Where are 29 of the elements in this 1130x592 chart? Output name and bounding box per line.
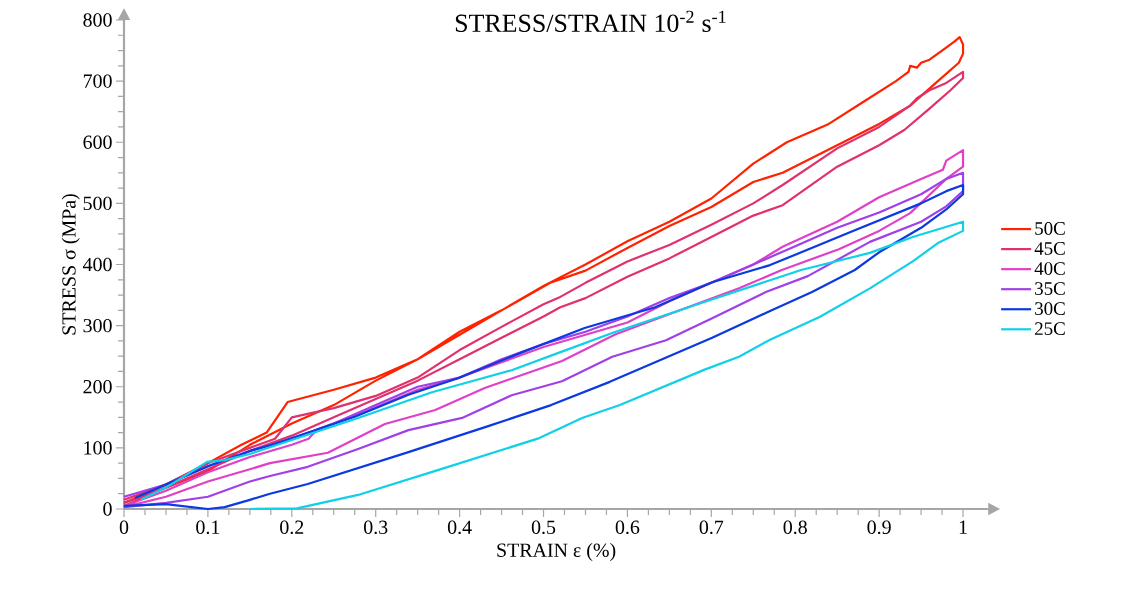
legend-label: 50C bbox=[1035, 222, 1065, 235]
legend-label: 30C bbox=[1035, 302, 1065, 315]
chart-title: STRESS/STRAIN 10$^{-2}$ s$^{-1}$ bbox=[455, 10, 726, 32]
x-tick-label: 0.3 bbox=[364, 520, 388, 535]
y-tick-label: 800 bbox=[83, 13, 112, 27]
legend-label: 35C bbox=[1035, 282, 1065, 295]
x-tick-label: 0.6 bbox=[615, 520, 640, 535]
y-tick-label: 100 bbox=[84, 441, 112, 455]
x-tick-label: 0.1 bbox=[196, 520, 220, 535]
x-tick-label: 0 bbox=[119, 520, 129, 534]
y-tick-label: 0 bbox=[103, 502, 112, 516]
x-tick-label: 1 bbox=[959, 520, 967, 534]
x-tick-label: 0.7 bbox=[699, 520, 724, 535]
x-tick-label: 0.5 bbox=[531, 520, 556, 535]
legend-label: 25C bbox=[1035, 322, 1065, 335]
y-tick-label: 500 bbox=[83, 196, 112, 211]
x-axis-title: STRAIN ε (%) bbox=[497, 542, 616, 561]
y-tick-label: 700 bbox=[83, 74, 112, 88]
y-axis-title: STRESS σ (MPa) bbox=[61, 194, 80, 335]
legend-label: 45C bbox=[1034, 242, 1065, 255]
y-tick-label: 600 bbox=[83, 135, 112, 149]
x-tick-label: 0.9 bbox=[867, 520, 891, 535]
legend-label: 40C bbox=[1034, 262, 1065, 275]
x-tick-label: 0.2 bbox=[280, 520, 304, 535]
x-tick-label: 0.4 bbox=[447, 520, 472, 535]
y-tick-label: 200 bbox=[83, 380, 112, 394]
y-tick-label: 400 bbox=[82, 257, 112, 272]
y-tick-label: 300 bbox=[83, 318, 112, 333]
x-tick-label: 0.8 bbox=[783, 520, 807, 535]
